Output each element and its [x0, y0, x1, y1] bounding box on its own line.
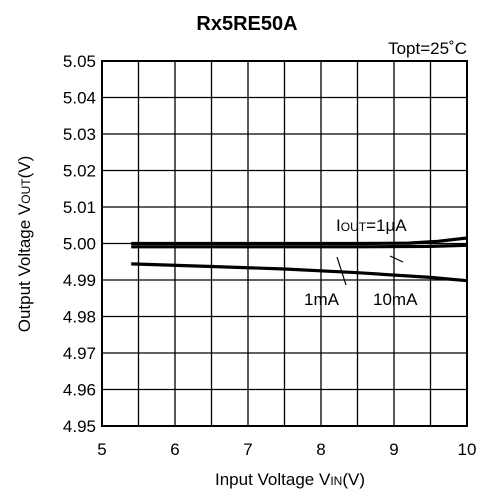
- series-line-1ua: [131, 236, 468, 246]
- y-axis-label-sub: OUT: [19, 178, 33, 204]
- x-tick-label: 10: [458, 440, 477, 459]
- series-lines: [131, 236, 468, 283]
- annotation-1ma: 1mA: [304, 290, 340, 309]
- annotation-iout: IOUT=1μA: [336, 216, 407, 235]
- annotation-iout-sub: OUT: [341, 220, 367, 234]
- series-line-1ma: [131, 243, 468, 249]
- y-tick-label: 4.99: [63, 271, 96, 290]
- x-tick-label: 6: [170, 440, 179, 459]
- y-tick-label: 4.97: [63, 344, 96, 363]
- x-axis-label-sub: IN: [330, 474, 342, 488]
- x-tick-label: 8: [316, 440, 325, 459]
- y-axis-label-main: Output Voltage V: [15, 203, 34, 332]
- x-axis-label-main: Input Voltage V: [215, 470, 331, 489]
- y-tick-label: 4.95: [63, 417, 96, 436]
- y-tick-label: 5.01: [63, 198, 96, 217]
- condition-label: Topt=25˚C: [388, 39, 467, 58]
- y-tick-label: 5.03: [63, 125, 96, 144]
- x-tick-label: 7: [243, 440, 252, 459]
- y-tick-label: 5.04: [63, 89, 96, 108]
- y-tick-label: 5.05: [63, 52, 96, 71]
- series-line-10ma: [131, 262, 468, 283]
- y-tick-label: 5.02: [63, 162, 96, 181]
- annotation-10ma: 10mA: [373, 290, 418, 309]
- x-tick-label: 5: [97, 440, 106, 459]
- chart-title: Rx5RE50A: [196, 13, 297, 35]
- x-tick-label: 9: [389, 440, 398, 459]
- x-axis-label: Input Voltage VIN(V): [215, 470, 365, 489]
- x-tick-labels: 5 6 7 8 9 10: [97, 440, 476, 459]
- leader-10ma: [389, 255, 404, 263]
- y-tick-label: 4.96: [63, 381, 96, 400]
- y-axis-label-unit: (V): [15, 156, 34, 179]
- x-axis-label-unit: (V): [342, 470, 365, 489]
- leader-1ma: [336, 256, 347, 286]
- annotation-iout-rest: =1μA: [366, 216, 407, 235]
- y-tick-label: 5.00: [63, 235, 96, 254]
- y-tick-label: 4.98: [63, 308, 96, 327]
- y-tick-labels: 5.05 5.04 5.03 5.02 5.01 5.00 4.99 4.98 4.97 4.96…: [63, 52, 96, 436]
- plot-frame: [101, 60, 468, 427]
- annotation-iout-main: I: [336, 216, 341, 235]
- y-axis-label: Output Voltage VOUT(V): [15, 156, 34, 333]
